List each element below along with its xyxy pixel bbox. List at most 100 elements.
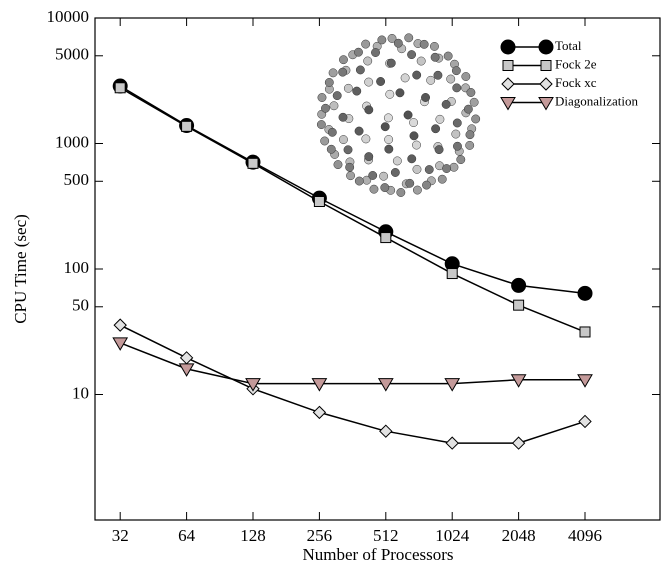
atom <box>344 146 352 154</box>
marker <box>513 437 525 449</box>
marker <box>248 158 258 168</box>
marker <box>445 379 459 391</box>
atom <box>436 115 444 123</box>
atom <box>465 141 473 149</box>
marker <box>502 78 514 90</box>
atom <box>364 78 372 86</box>
atom <box>339 113 347 121</box>
atom <box>355 177 363 185</box>
atom <box>321 104 329 112</box>
atom <box>362 135 370 143</box>
atom <box>356 66 364 74</box>
marker <box>113 338 127 350</box>
atom <box>442 164 450 172</box>
y-tick-label: 10 <box>72 383 89 402</box>
atom <box>438 175 446 183</box>
atom <box>412 141 420 149</box>
atom <box>378 36 386 44</box>
atom <box>344 84 352 92</box>
y-tick-label: 100 <box>64 258 90 277</box>
atom <box>384 114 392 122</box>
atom <box>453 142 461 150</box>
marker <box>540 78 552 90</box>
atom <box>325 78 333 86</box>
atom <box>401 74 409 82</box>
atom <box>318 93 326 101</box>
atom <box>406 179 414 187</box>
atom <box>365 152 373 160</box>
marker <box>539 40 553 54</box>
x-tick-label: 2048 <box>502 526 536 545</box>
x-tick-label: 32 <box>112 526 129 545</box>
marker <box>578 286 592 300</box>
x-tick-label: 128 <box>240 526 266 545</box>
marker <box>501 40 515 54</box>
atom <box>404 111 412 119</box>
marker <box>578 375 592 387</box>
atom <box>417 57 425 65</box>
atom <box>453 119 461 127</box>
atom <box>384 135 392 143</box>
atom <box>435 145 443 153</box>
atom <box>339 55 347 63</box>
atom <box>386 90 394 98</box>
legend-label: Diagonalization <box>555 93 639 108</box>
atom <box>379 172 387 180</box>
marker <box>579 415 591 427</box>
atom <box>394 39 402 47</box>
atom <box>355 127 363 135</box>
marker <box>446 437 458 449</box>
atom <box>338 68 346 76</box>
atom <box>457 155 465 163</box>
atom <box>452 130 460 138</box>
marker <box>512 278 526 292</box>
atom <box>471 115 479 123</box>
atom <box>393 157 401 165</box>
atom <box>453 84 461 92</box>
atom <box>376 77 384 85</box>
molecule-illustration <box>317 34 480 197</box>
marker <box>379 379 393 391</box>
atom <box>328 128 336 136</box>
atom <box>410 132 418 140</box>
atom <box>387 59 395 67</box>
atom <box>354 48 362 56</box>
atom <box>430 42 438 50</box>
atom <box>330 102 338 110</box>
atom <box>470 98 478 106</box>
legend-label: Fock 2e <box>555 56 597 71</box>
atom <box>365 106 373 114</box>
atom <box>421 93 429 101</box>
atom <box>364 57 372 65</box>
atom <box>370 185 378 193</box>
chart: Number of Processors CPU Time (sec) 1050… <box>0 0 668 566</box>
atom <box>396 89 404 97</box>
atom <box>333 91 341 99</box>
atom <box>391 168 399 176</box>
x-tick-label: 1024 <box>435 526 470 545</box>
atom <box>412 71 420 79</box>
marker <box>381 233 391 243</box>
x-tick-label: 512 <box>373 526 399 545</box>
atom <box>409 118 417 126</box>
atom <box>334 160 342 168</box>
atom <box>452 66 460 74</box>
marker <box>312 379 326 391</box>
atom <box>381 123 389 131</box>
marker <box>114 319 126 331</box>
y-tick-label: 5000 <box>55 45 89 64</box>
atom <box>442 100 450 108</box>
atom <box>327 145 335 153</box>
marker <box>380 425 392 437</box>
marker <box>182 121 192 131</box>
y-tick-label: 10000 <box>47 7 90 26</box>
atom <box>371 48 379 56</box>
marker <box>501 98 515 110</box>
atom <box>413 165 421 173</box>
y-axis-label: CPU Time (sec) <box>11 214 30 324</box>
atom <box>317 120 325 128</box>
atom <box>431 53 439 61</box>
marker <box>580 327 590 337</box>
atom <box>434 71 442 79</box>
